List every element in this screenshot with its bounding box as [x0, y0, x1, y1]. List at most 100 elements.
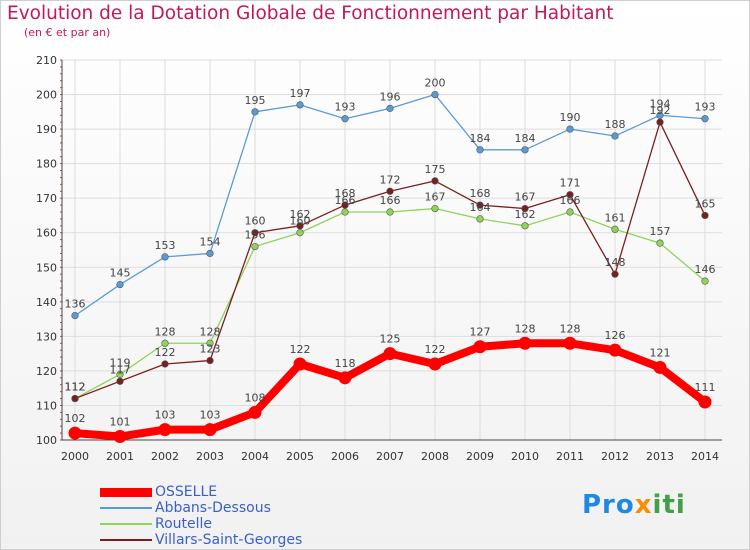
data-label-routelle: 162: [515, 208, 536, 221]
x-tick-label: 2011: [556, 450, 584, 463]
data-point-routelle: [431, 204, 439, 213]
data-point-osselle: [68, 426, 82, 440]
data-label-osselle: 101: [110, 416, 131, 429]
y-tick-label: 120: [36, 365, 57, 378]
data-label-villars-saint-georges: 148: [605, 256, 626, 269]
data-label-osselle: 118: [335, 357, 356, 370]
y-tick-label: 160: [36, 227, 57, 240]
data-label-routelle: 161: [605, 211, 626, 224]
data-label-routelle: 157: [650, 225, 671, 238]
data-label-abbans-dessous: 145: [110, 267, 131, 280]
data-label-abbans-dessous: 184: [470, 132, 491, 145]
data-label-abbans-dessous: 193: [695, 101, 716, 114]
data-point-villars-saint-georges: [206, 356, 214, 365]
data-label-villars-saint-georges: 172: [380, 173, 401, 186]
data-point-villars-saint-georges: [476, 201, 484, 209]
data-label-osselle: 128: [560, 322, 581, 335]
x-tick-label: 2012: [601, 450, 629, 463]
y-tick-label: 190: [36, 123, 57, 136]
x-tick-label: 2007: [376, 450, 404, 463]
legend-swatch: [100, 507, 152, 509]
data-label-abbans-dessous: 188: [605, 118, 626, 131]
data-label-villars-saint-georges: 112: [65, 381, 86, 394]
data-label-abbans-dessous: 136: [65, 298, 86, 311]
data-label-routelle: 156: [245, 229, 266, 242]
data-point-routelle: [251, 242, 259, 251]
data-point-abbans-dessous: [701, 115, 709, 123]
data-point-abbans-dessous: [296, 101, 304, 109]
x-tick-label: 2008: [421, 450, 449, 463]
data-point-osselle: [383, 347, 397, 361]
data-label-villars-saint-georges: 123: [200, 343, 221, 356]
y-tick-label: 210: [36, 54, 57, 67]
legend-item-routelle: Routelle: [100, 516, 400, 532]
data-point-villars-saint-georges: [161, 360, 169, 368]
data-point-villars-saint-georges: [71, 394, 79, 403]
data-point-routelle: [296, 229, 304, 237]
chart-title: Evolution de la Dotation Globale de Fonc…: [7, 3, 614, 24]
data-label-osselle: 108: [245, 391, 266, 404]
x-tick-label: 2003: [196, 450, 224, 463]
data-point-routelle: [341, 208, 349, 216]
legend-label: Villars-Saint-Georges: [155, 532, 303, 548]
data-point-abbans-dessous: [251, 108, 259, 116]
data-label-routelle: 128: [155, 325, 176, 338]
legend-label: Routelle: [155, 516, 213, 532]
data-label-abbans-dessous: 195: [245, 94, 266, 107]
data-point-osselle: [518, 336, 532, 350]
x-tick-label: 2014: [691, 450, 719, 463]
data-point-abbans-dessous: [476, 146, 484, 154]
y-tick-label: 150: [36, 261, 57, 274]
data-label-villars-saint-georges: 171: [560, 177, 581, 190]
data-label-routelle: 167: [425, 191, 446, 204]
data-point-osselle: [608, 343, 622, 357]
data-point-abbans-dessous: [566, 125, 574, 133]
data-label-osselle: 126: [605, 329, 626, 342]
legend-swatch: [100, 523, 152, 525]
data-point-osselle: [113, 430, 127, 444]
data-point-villars-saint-georges: [521, 204, 529, 213]
data-point-abbans-dessous: [611, 132, 619, 140]
x-tick-label: 2013: [646, 450, 674, 463]
legend-item-abbans-dessous: Abbans-Dessous: [100, 500, 400, 516]
data-label-routelle: 160: [290, 215, 311, 228]
data-label-abbans-dessous: 200: [425, 77, 446, 90]
data-point-abbans-dessous: [521, 146, 529, 154]
x-tick-label: 2005: [286, 450, 314, 463]
data-point-villars-saint-georges: [431, 177, 439, 185]
data-label-villars-saint-georges: 162: [290, 208, 311, 221]
data-point-routelle: [206, 339, 214, 347]
data-label-osselle: 127: [470, 326, 491, 339]
data-label-osselle: 102: [65, 412, 86, 425]
y-tick-label: 170: [36, 192, 57, 205]
data-point-osselle: [293, 357, 307, 371]
data-label-villars-saint-georges: 167: [515, 191, 536, 204]
data-point-osselle: [248, 405, 262, 419]
logo-part-1: Pro: [582, 490, 635, 520]
y-tick-label: 100: [36, 434, 57, 447]
data-point-villars-saint-georges: [251, 229, 259, 237]
proxiti-logo: Proxiti: [582, 490, 686, 520]
data-label-osselle: 128: [515, 322, 536, 335]
data-label-villars-saint-georges: 165: [695, 197, 716, 210]
data-label-villars-saint-georges: 168: [470, 187, 491, 200]
y-tick-label: 200: [36, 89, 57, 102]
data-label-villars-saint-georges: 192: [650, 104, 671, 117]
data-point-routelle: [566, 208, 574, 216]
data-point-villars-saint-georges: [566, 191, 574, 199]
y-tick-label: 140: [36, 296, 57, 309]
x-tick-label: 2000: [61, 450, 89, 463]
y-tick-label: 110: [36, 399, 57, 412]
data-point-osselle: [428, 357, 442, 371]
data-label-routelle: 128: [200, 325, 221, 338]
data-point-routelle: [656, 239, 664, 247]
legend-swatch: [100, 487, 152, 497]
data-point-abbans-dessous: [71, 312, 79, 320]
data-label-osselle: 111: [695, 381, 716, 394]
data-point-routelle: [701, 277, 709, 285]
x-tick-label: 2009: [466, 450, 494, 463]
legend-item-osselle: OSSELLE: [100, 484, 400, 500]
data-label-routelle: 164: [470, 201, 491, 214]
data-point-osselle: [653, 360, 667, 374]
data-point-villars-saint-georges: [701, 211, 709, 220]
